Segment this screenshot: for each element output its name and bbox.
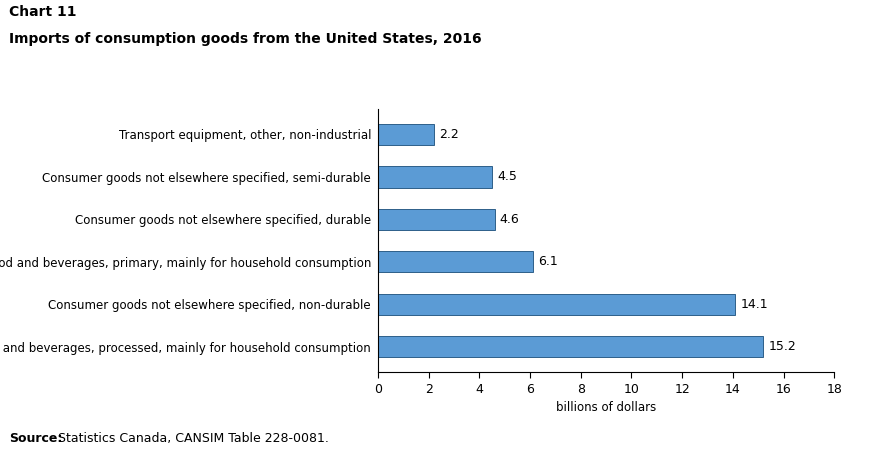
Bar — [378, 294, 735, 315]
Bar — [378, 124, 434, 145]
Text: 14.1: 14.1 — [740, 298, 768, 311]
Bar — [378, 336, 763, 357]
Text: Source:: Source: — [9, 432, 62, 445]
Text: 2.2: 2.2 — [439, 128, 459, 141]
Text: 4.5: 4.5 — [497, 170, 517, 183]
Text: 4.6: 4.6 — [500, 213, 520, 226]
Bar — [378, 251, 533, 272]
Text: Imports of consumption goods from the United States, 2016: Imports of consumption goods from the Un… — [9, 32, 481, 46]
Bar — [378, 209, 494, 230]
X-axis label: billions of dollars: billions of dollars — [556, 401, 656, 414]
Bar — [378, 166, 492, 188]
Text: 15.2: 15.2 — [768, 340, 796, 353]
Text: 6.1: 6.1 — [538, 255, 557, 268]
Text: Statistics Canada, CANSIM Table 228-0081.: Statistics Canada, CANSIM Table 228-0081… — [54, 432, 328, 445]
Text: Chart 11: Chart 11 — [9, 5, 76, 19]
